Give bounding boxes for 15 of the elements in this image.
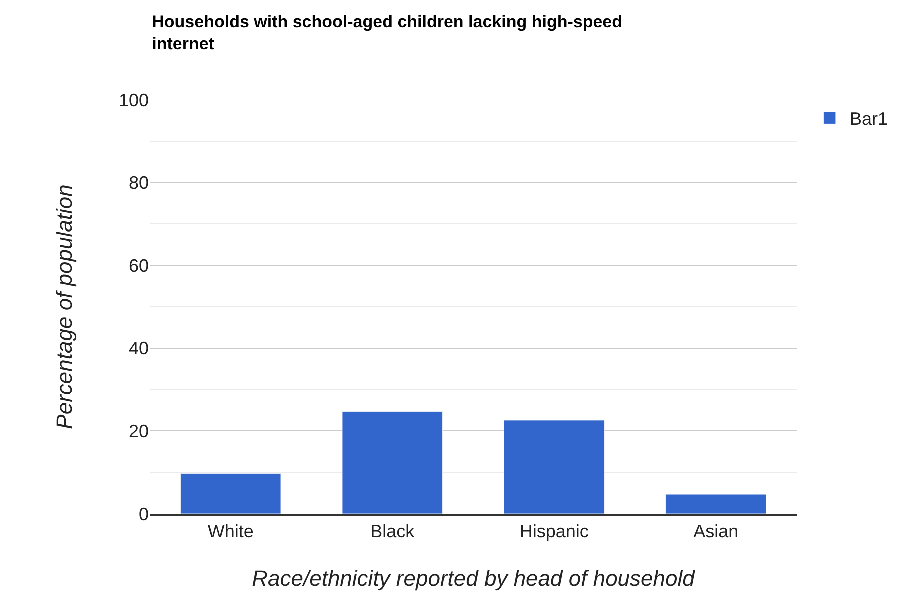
y-tick-label: 80	[128, 173, 149, 194]
y-tick-label: 0	[138, 504, 149, 524]
y-tick-label: 40	[128, 338, 149, 359]
y-tick-label: 20	[128, 422, 149, 442]
chart-title: Households with school-aged children lacking high-speed internet	[152, 12, 623, 54]
x-axis-title: Race/ethnicity reported by head of household	[252, 566, 696, 591]
y-tick-label: 60	[128, 256, 149, 276]
x-tick-label: Black	[370, 522, 416, 542]
y-tick-label: 100	[118, 90, 149, 110]
y-axis-title: Percentage of population	[52, 184, 77, 430]
x-tick-label: Hispanic	[520, 522, 589, 542]
legend-label: Bar1	[850, 109, 888, 130]
x-tick-label: White	[208, 522, 254, 542]
x-tick-label: Asian	[694, 522, 739, 542]
bar	[666, 494, 767, 514]
